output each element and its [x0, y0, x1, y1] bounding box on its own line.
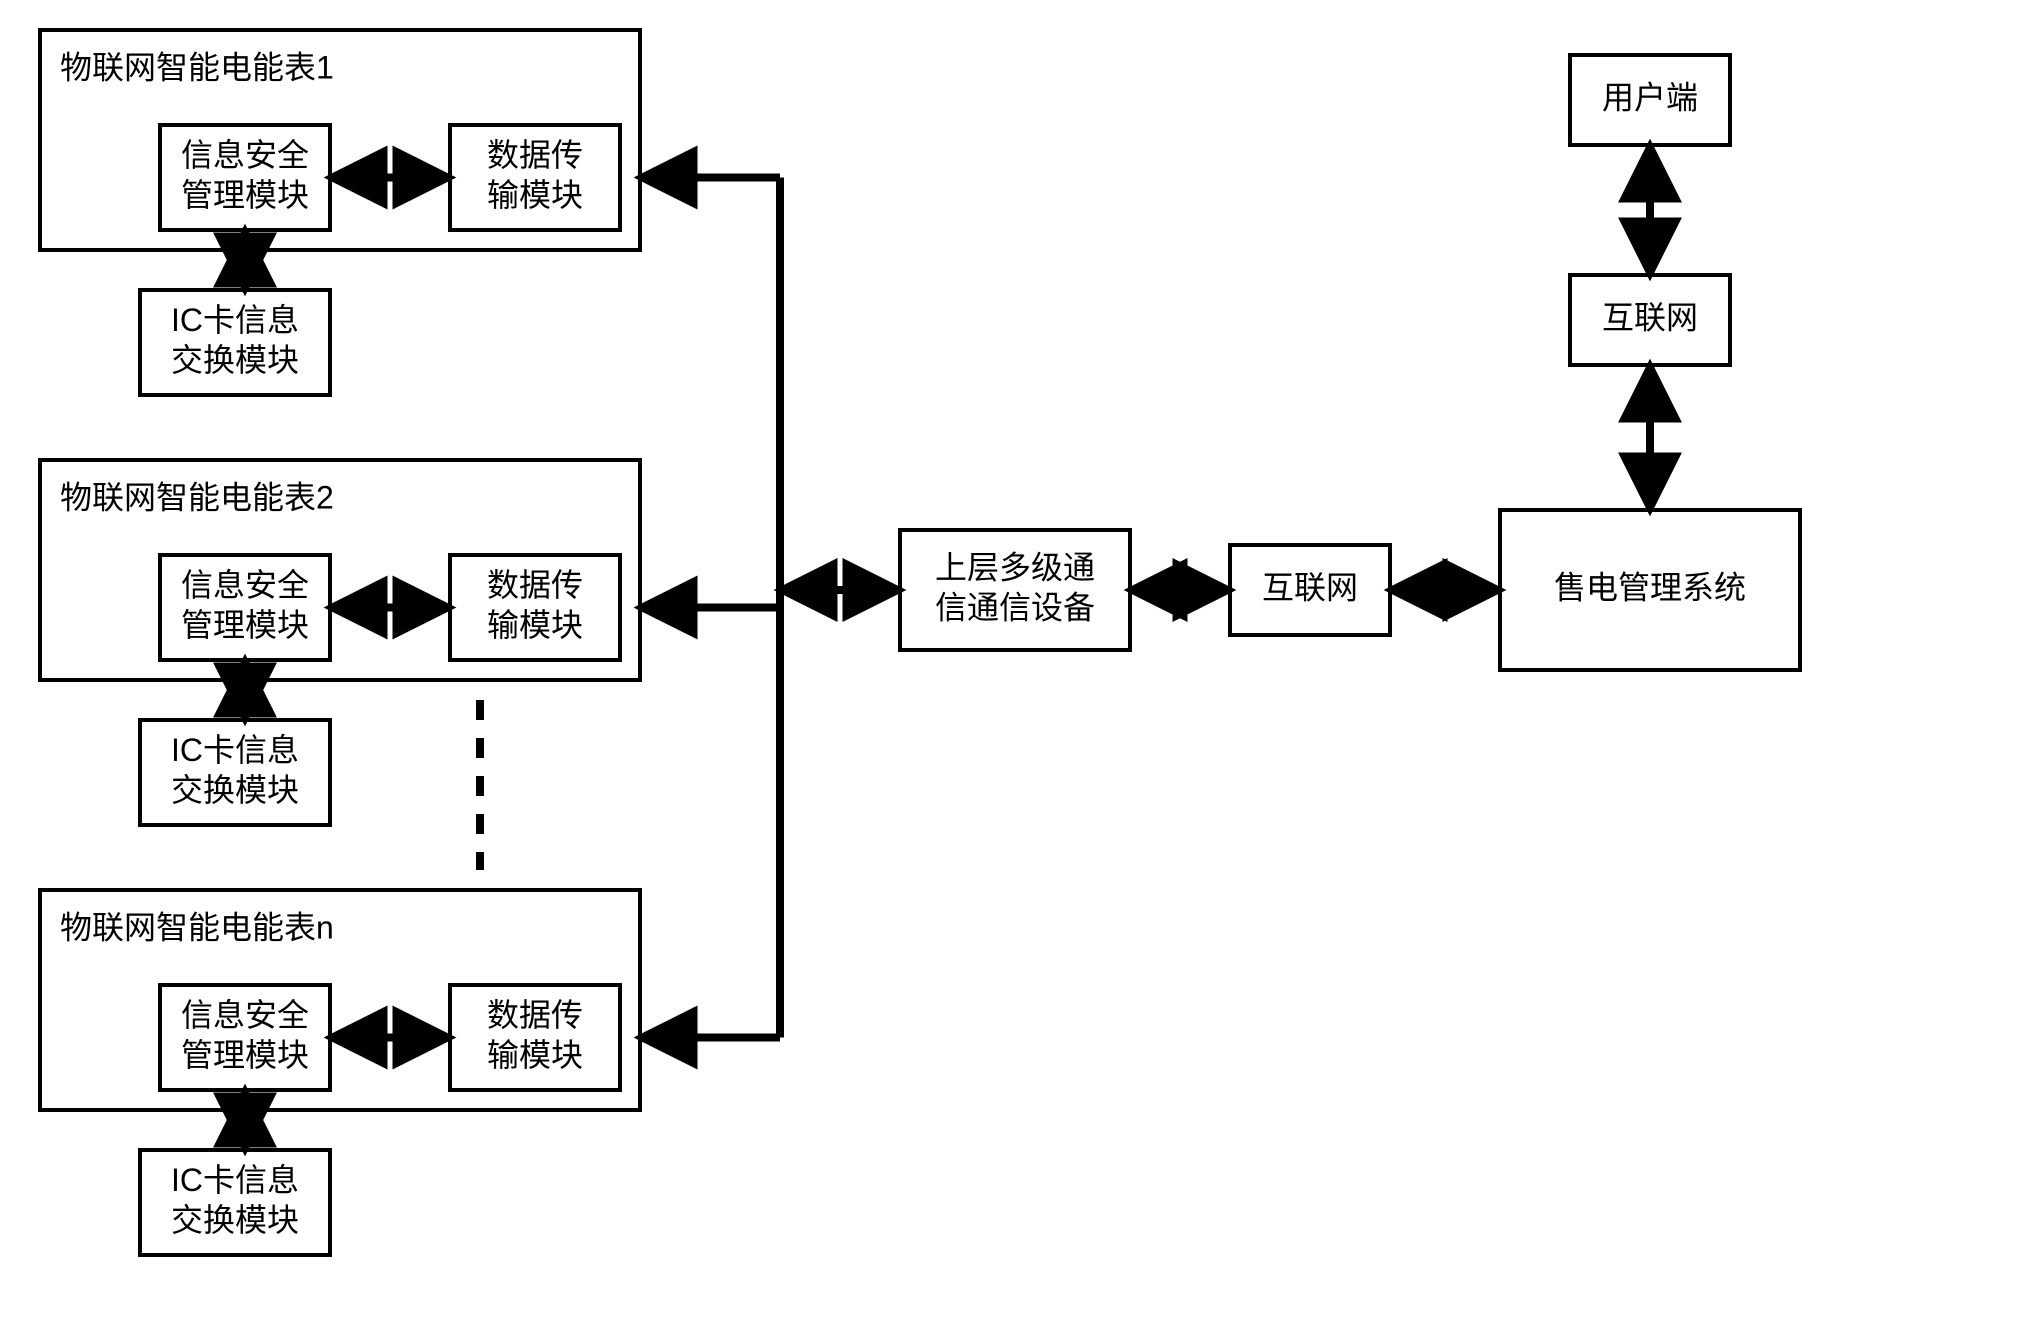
meter-2-security-label: 管理模块: [181, 1037, 309, 1073]
meter-2-xfer-label: 输模块: [487, 1037, 583, 1073]
meter-1-ic-label: IC卡信息: [171, 732, 299, 768]
meter-2-xfer-label: 数据传: [487, 997, 583, 1033]
meter-1-xfer-label: 数据传: [487, 567, 583, 603]
meter-0-xfer-label: 数据传: [487, 137, 583, 173]
meter-2-ic-label: IC卡信息: [171, 1162, 299, 1198]
meter-0-security-label: 信息安全: [181, 137, 309, 173]
meter-0-title: 物联网智能电能表1: [60, 49, 334, 85]
meter-2-ic-label: 交换模块: [171, 1202, 299, 1238]
internet-2-label: 互联网: [1602, 299, 1698, 335]
meter-2-security-label: 信息安全: [181, 997, 309, 1033]
meter-1-xfer-label: 输模块: [487, 607, 583, 643]
internet-1-label: 互联网: [1262, 569, 1358, 605]
meter-1-ic-label: 交换模块: [171, 772, 299, 808]
upper-comm-device-label: 上层多级通: [935, 549, 1095, 585]
meter-1-title: 物联网智能电能表2: [60, 479, 334, 515]
meter-0-ic-label: IC卡信息: [171, 302, 299, 338]
meter-1-security-label: 信息安全: [181, 567, 309, 603]
meter-2-title: 物联网智能电能表n: [60, 909, 334, 945]
upper-comm-device-label: 信通信设备: [935, 589, 1095, 625]
meter-1-security-label: 管理模块: [181, 607, 309, 643]
meter-0-security-label: 管理模块: [181, 177, 309, 213]
meter-0-ic-label: 交换模块: [171, 342, 299, 378]
sales-mgmt-system-label: 售电管理系统: [1554, 569, 1746, 605]
client-terminal-label: 用户端: [1602, 79, 1698, 115]
meter-0-xfer-label: 输模块: [487, 177, 583, 213]
diagram-canvas: 物联网智能电能表1信息安全管理模块数据传输模块IC卡信息交换模块物联网智能电能表…: [0, 0, 2021, 1329]
